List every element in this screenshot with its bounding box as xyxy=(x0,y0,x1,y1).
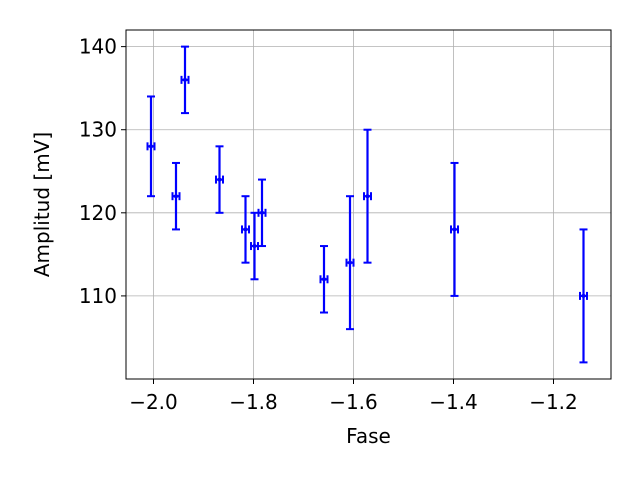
point-marker xyxy=(243,227,248,232)
x-tick-label: −2.0 xyxy=(129,390,178,414)
data-point xyxy=(180,45,190,115)
data-point xyxy=(257,178,267,248)
x-tick-label: −1.4 xyxy=(429,390,478,414)
axis-ticks: −2.0 −1.8 −1.6 −1.4 −1.2 110 120 130 140 xyxy=(79,35,578,414)
point-marker xyxy=(183,77,187,82)
data-point xyxy=(171,161,181,231)
point-marker xyxy=(252,244,257,249)
y-tick-label: 110 xyxy=(79,284,117,308)
point-marker xyxy=(365,194,370,199)
x-tick-label: −1.6 xyxy=(329,390,378,414)
x-axis-label: Fase xyxy=(346,424,391,448)
point-marker xyxy=(174,194,178,199)
point-marker xyxy=(348,260,352,265)
y-tick-label: 140 xyxy=(79,35,117,59)
y-axis-label: Amplitud [mV] xyxy=(30,132,54,277)
data-point xyxy=(146,95,156,198)
y-tick-label: 130 xyxy=(79,118,117,142)
data-point xyxy=(579,228,588,364)
data-point xyxy=(345,195,355,331)
point-marker xyxy=(260,210,264,215)
plot-frame xyxy=(125,29,612,380)
data-point xyxy=(250,211,259,281)
point-marker xyxy=(322,277,326,282)
point-marker xyxy=(217,177,222,182)
data-point xyxy=(241,195,250,264)
point-marker xyxy=(149,144,153,149)
data-point xyxy=(319,245,329,314)
data-point xyxy=(450,161,459,297)
data-point xyxy=(363,128,372,264)
grid xyxy=(126,30,611,379)
y-tick-label: 120 xyxy=(79,201,117,225)
errorbars xyxy=(146,45,588,364)
x-tick-label: −1.2 xyxy=(529,390,578,414)
point-marker xyxy=(581,293,586,298)
point-marker xyxy=(452,227,457,232)
data-point xyxy=(215,145,224,214)
x-tick-label: −1.8 xyxy=(229,390,278,414)
